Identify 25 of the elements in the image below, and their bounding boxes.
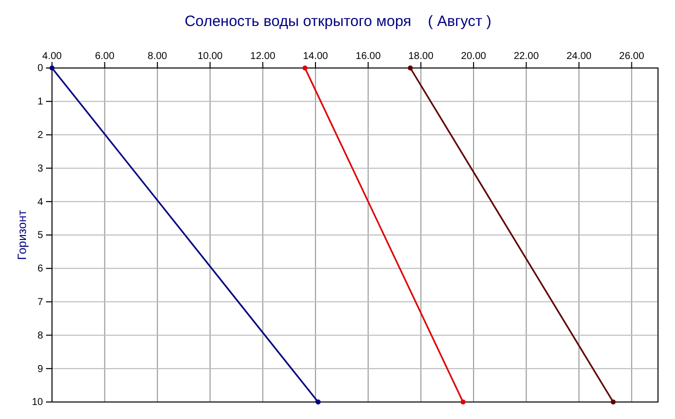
x-tick-label: 16.00 — [356, 51, 382, 62]
x-tick-label: 12.00 — [250, 51, 276, 62]
y-tick-label: 0 — [37, 63, 44, 74]
x-tick-label: 20.00 — [461, 51, 487, 62]
x-tick-label: 14.00 — [302, 51, 328, 62]
y-tick-label: 4 — [37, 196, 44, 208]
y-tick-label: 9 — [37, 364, 44, 375]
y-tick-label: 10 — [32, 397, 44, 408]
x-tick-label: 22.00 — [514, 51, 540, 62]
y-tick-label: 3 — [37, 163, 44, 174]
y-tick-label: 2 — [37, 130, 44, 141]
x-tick-label: 24.00 — [566, 51, 592, 62]
y-tick-label: 1 — [37, 96, 44, 108]
x-tick-label: 26.00 — [619, 51, 645, 62]
x-tick-label: 6.00 — [94, 51, 115, 62]
x-tick-label: 4.00 — [42, 51, 62, 62]
y-tick-label: 5 — [37, 230, 44, 242]
x-tick-label: 18.00 — [408, 51, 434, 62]
x-tick-label: 8.00 — [148, 51, 168, 62]
x-tick-label: 10.00 — [198, 51, 224, 62]
y-tick-label: 6 — [37, 264, 44, 275]
y-tick-label: 8 — [37, 330, 44, 342]
chart-title: Соленость воды открытого моря ( Август ) — [184, 13, 492, 30]
y-axis-title: Горизонт — [15, 210, 29, 260]
y-tick-label: 7 — [37, 297, 44, 308]
